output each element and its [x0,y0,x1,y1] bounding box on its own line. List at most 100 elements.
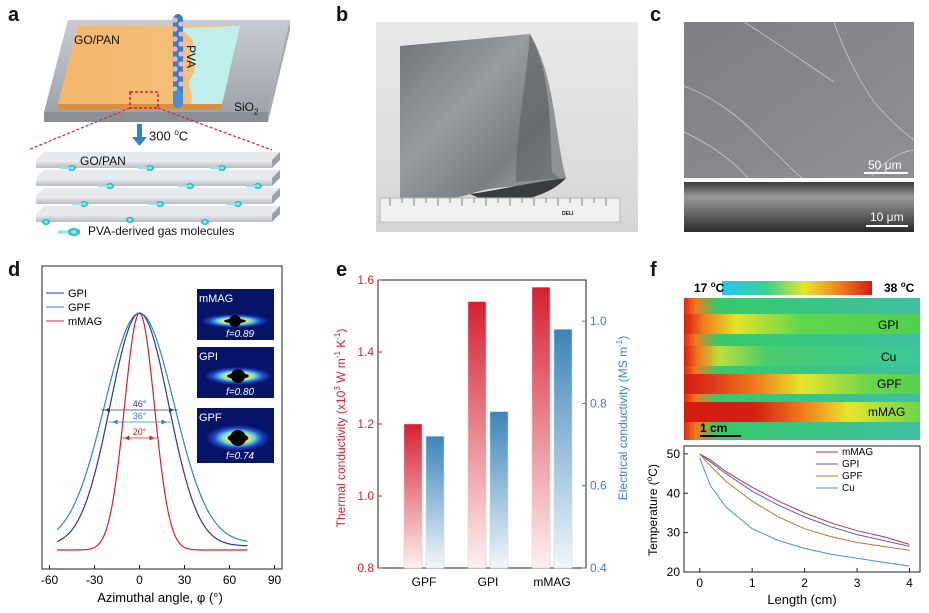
curve-f-gpi [699,453,910,547]
row-gpf [684,374,920,394]
row-label-mmag: mMAG [868,405,905,419]
chart-f-xlabel: Length (cm) [767,592,836,607]
panel-label-c: c [650,4,662,26]
bar-electrical-gpf [425,436,445,569]
fwhm-markers: 46° 36° 20° [101,399,178,441]
row-mmag [684,402,920,422]
chart-e: GPF GPI mMAG 0.8 1.0 1.2 1.4 1.6 0.4 0.6 0.8 1.0 T… [333,273,630,589]
chart-d-frame [41,265,283,570]
curve-gpf [56,312,248,542]
fwhm-arrow [112,419,118,425]
substrate-label: SiO2 [234,100,259,117]
inset-gpi-f: f=0.80 [226,387,255,398]
chart-e-ytick-left-label: 1.4 [357,345,374,359]
curve-mmag [57,312,248,551]
fwhm-label: 46° [133,399,147,409]
gas-legend-label: PVA-derived gas molecules [88,224,235,238]
colorbar [722,281,872,295]
legend-mmag: mMAG [68,316,102,328]
chart-d: -60 -30 0 30 60 90 GPI GPF mMAG 46° 36° 20° mMA… [41,265,283,605]
row-gpi [684,314,920,334]
inset-mmag-f: f=0.89 [226,329,255,340]
chart-f-xtick-label: 0 [696,576,703,590]
chart-e-ytick-left-label: 1.2 [357,417,374,431]
scale-label-bottom: 10 μm [870,210,904,224]
row-cu [684,346,920,366]
layered-stack [36,152,280,222]
inset-mmag-label: mMAG [199,293,233,305]
chart-e-ytick-left-label: 1.0 [357,489,374,503]
inset-gpf-f: f=0.74 [226,451,255,462]
step-label: 300 oC [149,128,189,144]
bar-electrical-gpi [489,411,509,569]
chart-f-xtick-label: 4 [906,576,913,590]
chart-e-ylabel-left: Thermal conductivity (x103 W m-1 K-1) [333,329,348,528]
inset-gpf-label: GPF [199,412,222,424]
fwhm-label: 36° [133,411,147,421]
chart-d-legend: GPI GPF mMAG [46,288,102,328]
panel-label-e: e [336,259,348,281]
chart-f-frame [683,445,921,573]
curve-f-cu [699,457,910,567]
legend-gpi: GPI [68,288,87,300]
panel-b-photo [376,22,638,232]
legend-f-mmag: mMAG [842,447,873,458]
chart-d-xtick-label: -60 [41,573,59,587]
chart-d-xtick-label: -30 [86,573,104,587]
chart-f-ytick-label: 30 [667,526,681,540]
chart-e-ytick-left-label: 0.8 [357,561,374,575]
chart-d-xtick-label: 30 [178,573,192,587]
chart-d-xtick-label: 0 [136,573,143,587]
inset-gpi-label: GPI [199,351,218,363]
chart-e-ytick-right-label: 1.0 [590,314,607,328]
sem-cross-section [684,182,914,232]
film-label: GO/PAN [74,33,120,47]
chart-f-ytick-label: 20 [667,565,681,579]
panel-label-b: b [336,4,349,26]
curve-gpi [56,312,248,547]
chart-e-ytick-right-label: 0.4 [590,561,607,575]
chart-e-ytick-left-label: 1.6 [357,273,374,287]
chart-f: 0 1 2 3 4 20 30 40 50 mMAG GPI GPF Cu Length (cm… [645,445,921,607]
chart-d-xlabel: Azimuthal angle, φ (°) [97,590,223,605]
chart-f-xtick-label: 1 [749,576,756,590]
heat-arrow-icon [132,124,147,146]
temp-max-label: 38 oC [884,280,915,295]
fwhm-arrow [149,435,155,441]
chart-e-xtick-label: GPI [478,575,499,589]
legend-f-gpf: GPF [842,471,863,482]
bar-thermal-gpi [467,301,487,569]
diffraction-insets: mMAG f=0.89 GPI f=0.80 GPF f=0.74 [197,289,274,463]
chart-d-xtick-label: 90 [268,573,282,587]
chart-e-ytick-right-label: 0.6 [590,479,607,493]
bar-thermal-gpf [403,423,423,569]
fwhm-arrow [161,419,167,425]
temp-min-label: 17 oC [694,280,725,295]
bar-electrical-mmag [553,329,573,569]
fwhm-arrow [169,407,174,413]
bar-thermal-mmag [531,286,551,569]
coating-rod [172,14,184,108]
thermal-scale-label: 1 cm [700,421,727,435]
chart-d-xtick-label: 60 [223,573,237,587]
legend-f-cu: Cu [842,483,855,494]
legend-f-gpi: GPI [842,459,859,470]
legend-gpf: GPF [68,302,91,314]
row-label-gpf: GPF [877,377,902,391]
chart-f-xtick-label: 2 [801,576,808,590]
chart-e-xtick-label: mMAG [533,575,570,589]
ruler-brand: DELI [562,211,574,217]
layers-label: GO/PAN [80,154,126,168]
scale-label-top: 50 μm [868,158,902,172]
chart-e-ylabel-right: Electrical conductivity (MS m-1) [615,336,630,501]
ruler [379,197,621,223]
zoom-box [129,91,159,109]
pva-coating [180,26,240,104]
panel-label-d: d [8,259,21,281]
chart-f-ylabel: Temperature (oC) [645,464,660,556]
gas-molecule-legend-icon [68,228,80,236]
chart-e-xtick-label: GPF [412,575,437,589]
panel-label-a: a [8,4,20,26]
curve-f-gpf [699,453,910,551]
row-label-gpi: GPI [878,318,899,332]
